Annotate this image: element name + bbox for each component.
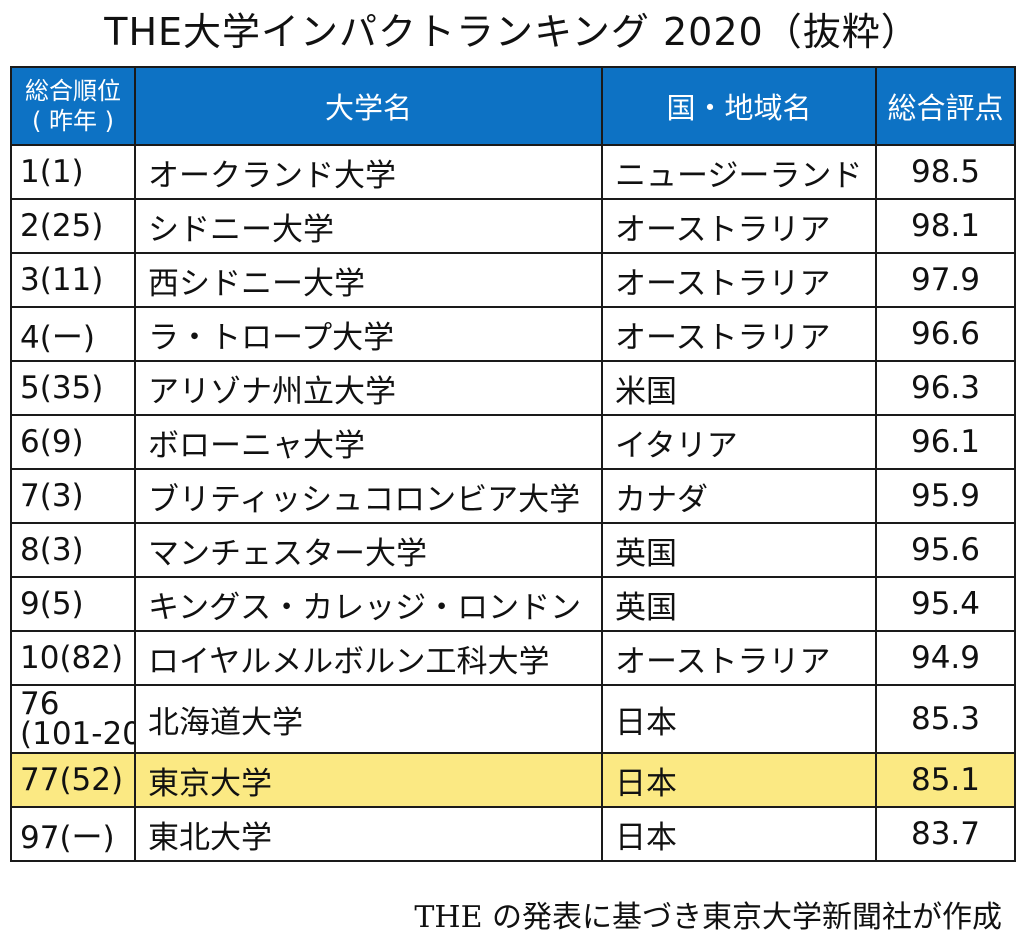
university-cell: ブリティッシュコロンビア大学 (134, 468, 603, 524)
table-row: 4(ー) ラ・トロープ大学 オーストラリア 96.6 (10, 306, 1016, 362)
rank-cell: 5(35) (10, 360, 136, 416)
ranking-table: 総合順位 ( 昨年 ) 大学名 国・地域名 総合評点 1(1) オークランド大学… (10, 66, 1016, 862)
university-cell: ラ・トロープ大学 (134, 306, 603, 362)
country-cell: イタリア (601, 414, 877, 470)
rank-cell: 9(5) (10, 576, 136, 632)
score-cell: 95.9 (875, 468, 1016, 524)
table-row: 9(5) キングス・カレッジ・ロンドン 英国 95.4 (10, 576, 1016, 632)
table-row: 7(3) ブリティッシュコロンビア大学 カナダ 95.9 (10, 468, 1016, 524)
header-rank-line1: 総合順位 (25, 77, 121, 105)
score-cell: 96.3 (875, 360, 1016, 416)
score-cell: 83.7 (875, 806, 1016, 862)
country-cell: ニュージーランド (601, 144, 877, 200)
table-row: 97(ー) 東北大学 日本 83.7 (10, 806, 1016, 862)
table-row: 2(25) シドニー大学 オーストラリア 98.1 (10, 198, 1016, 254)
header-rank-line2: ( 昨年 ) (32, 107, 114, 135)
source-credit: THE の発表に基づき東京大学新聞社が作成 (414, 900, 1002, 935)
rank-cell: 97(ー) (10, 806, 136, 862)
university-cell: キングス・カレッジ・ロンドン (134, 576, 603, 632)
score-cell: 85.3 (875, 684, 1016, 754)
university-cell: マンチェスター大学 (134, 522, 603, 578)
rank-line1: 76 (20, 686, 60, 722)
university-cell: 北海道大学 (134, 684, 603, 754)
country-cell: オーストラリア (601, 306, 877, 362)
table-row: 8(3) マンチェスター大学 英国 95.6 (10, 522, 1016, 578)
university-cell: オークランド大学 (134, 144, 603, 200)
country-cell: 英国 (601, 522, 877, 578)
country-cell: オーストラリア (601, 630, 877, 686)
table-row: 3(11) 西シドニー大学 オーストラリア 97.9 (10, 252, 1016, 308)
country-cell: 日本 (601, 752, 877, 808)
rank-cell: 6(9) (10, 414, 136, 470)
score-cell: 85.1 (875, 752, 1016, 808)
score-cell: 97.9 (875, 252, 1016, 308)
country-cell: 日本 (601, 684, 877, 754)
header-university: 大学名 (134, 66, 603, 146)
university-cell: ロイヤルメルボルン工科大学 (134, 630, 603, 686)
score-cell: 95.6 (875, 522, 1016, 578)
table-row-highlighted: 77(52) 東京大学 日本 85.1 (10, 752, 1016, 808)
table-row: 1(1) オークランド大学 ニュージーランド 98.5 (10, 144, 1016, 200)
country-cell: 米国 (601, 360, 877, 416)
country-cell: 日本 (601, 806, 877, 862)
score-cell: 98.5 (875, 144, 1016, 200)
rank-cell: 3(11) (10, 252, 136, 308)
university-cell: アリゾナ州立大学 (134, 360, 603, 416)
rank-cell: 2(25) (10, 198, 136, 254)
header-country: 国・地域名 (601, 66, 877, 146)
header-score: 総合評点 (875, 66, 1016, 146)
rank-cell: 4(ー) (10, 306, 136, 362)
score-cell: 96.1 (875, 414, 1016, 470)
country-cell: カナダ (601, 468, 877, 524)
country-cell: オーストラリア (601, 252, 877, 308)
university-cell: 東京大学 (134, 752, 603, 808)
table-row: 6(9) ボローニャ大学 イタリア 96.1 (10, 414, 1016, 470)
country-cell: オーストラリア (601, 198, 877, 254)
country-cell: 英国 (601, 576, 877, 632)
page-title: THE大学インパクトランキング 2020（抜粋） (104, 10, 920, 54)
rank-cell: 7(3) (10, 468, 136, 524)
rank-line2: (101-200) (20, 716, 133, 752)
rank-cell: 1(1) (10, 144, 136, 200)
score-cell: 96.6 (875, 306, 1016, 362)
university-cell: 東北大学 (134, 806, 603, 862)
header-rank: 総合順位 ( 昨年 ) (10, 66, 136, 146)
rank-cell: 77(52) (10, 752, 136, 808)
rank-cell: 76 (101-200) (10, 684, 136, 754)
university-cell: シドニー大学 (134, 198, 603, 254)
table-row: 76 (101-200) 北海道大学 日本 85.3 (10, 684, 1016, 754)
score-cell: 95.4 (875, 576, 1016, 632)
university-cell: ボローニャ大学 (134, 414, 603, 470)
rank-cell: 8(3) (10, 522, 136, 578)
score-cell: 98.1 (875, 198, 1016, 254)
score-cell: 94.9 (875, 630, 1016, 686)
table-row: 10(82) ロイヤルメルボルン工科大学 オーストラリア 94.9 (10, 630, 1016, 686)
header-row: 総合順位 ( 昨年 ) 大学名 国・地域名 総合評点 (10, 66, 1016, 146)
rank-cell: 10(82) (10, 630, 136, 686)
university-cell: 西シドニー大学 (134, 252, 603, 308)
table-row: 5(35) アリゾナ州立大学 米国 96.3 (10, 360, 1016, 416)
